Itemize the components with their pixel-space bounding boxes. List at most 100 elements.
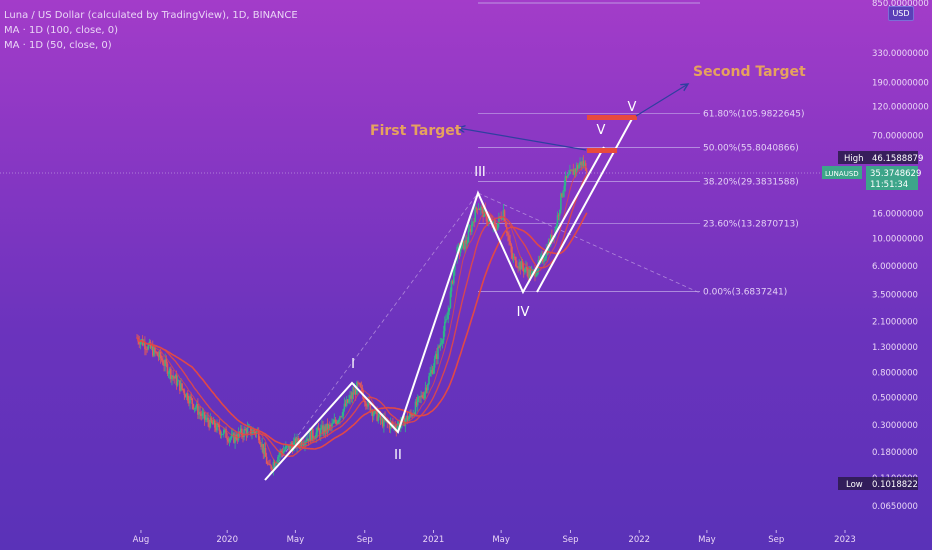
candle-body xyxy=(432,367,435,374)
currency-badge[interactable]: USD xyxy=(888,6,914,21)
candle-body xyxy=(295,438,297,447)
candle-body xyxy=(480,207,482,211)
candle-body xyxy=(573,169,576,175)
second-target-label[interactable]: Second Target xyxy=(693,64,806,80)
candle-body xyxy=(487,218,490,222)
current-price-tag: LUNAUSD 35.3748629 11:51:34 xyxy=(822,166,921,190)
candle-body xyxy=(234,434,236,443)
candle-body xyxy=(473,221,475,223)
candle-body xyxy=(261,443,263,447)
candle-body xyxy=(570,170,572,172)
candle-body xyxy=(567,174,570,176)
candle-body xyxy=(243,429,245,438)
candle-body xyxy=(421,395,424,398)
candle-body xyxy=(271,468,274,470)
candle-body xyxy=(494,225,497,230)
candle-body xyxy=(450,281,453,292)
candle-body xyxy=(177,380,180,382)
candle-body xyxy=(371,410,374,417)
candle-body xyxy=(217,423,219,426)
candle-body xyxy=(351,392,354,399)
candle-body xyxy=(388,423,391,429)
time-axis-label: May xyxy=(287,535,305,545)
candle-body xyxy=(485,211,488,222)
time-axis[interactable]: Aug 2020 May Sep 2021 May Sep 2022 May Sep 2023 xyxy=(133,530,856,545)
candle-body xyxy=(469,228,472,232)
candle-body xyxy=(310,429,313,442)
low-price-tag: Low 0.1018822 xyxy=(838,477,918,490)
annotations[interactable]: First Target Second Target xyxy=(370,64,806,139)
candle-body xyxy=(338,420,340,421)
ma-100-legend[interactable]: MA · 1D (100, close, 0) xyxy=(4,25,118,36)
candle-body xyxy=(515,257,517,267)
ma-50-legend[interactable]: MA · 1D (50, close, 0) xyxy=(4,40,112,51)
candle-body xyxy=(437,346,439,360)
candle-body xyxy=(511,252,514,259)
time-axis-label: May xyxy=(492,535,510,545)
candle-body xyxy=(572,169,575,175)
candle-body xyxy=(362,394,365,401)
candle-body xyxy=(544,258,546,261)
candle-body xyxy=(430,369,433,373)
candle-body xyxy=(218,425,221,431)
candle-body xyxy=(542,255,544,263)
candle-body xyxy=(306,438,309,442)
candle-body xyxy=(270,465,272,469)
candle-body xyxy=(237,431,240,440)
candle-body xyxy=(535,274,537,277)
first-target-label[interactable]: First Target xyxy=(370,123,462,139)
candle-body xyxy=(443,321,446,332)
candle-body xyxy=(165,359,168,364)
candle-body xyxy=(436,353,438,360)
candle-body xyxy=(255,431,258,435)
candle-body xyxy=(331,423,333,427)
candle-body xyxy=(210,417,213,422)
candle-body xyxy=(465,240,467,244)
candle-body xyxy=(309,431,312,442)
candle-body xyxy=(316,427,319,433)
wave-label: V xyxy=(597,123,606,138)
candle-body xyxy=(313,437,315,439)
candle-body xyxy=(549,234,552,246)
candle-body xyxy=(577,165,579,169)
candle-body xyxy=(486,221,489,223)
price-axis[interactable]: 850.0000000 330.0000000 190.0000000 120.000… xyxy=(872,0,929,512)
chart-legend: Luna / US Dollar (calculated by TradingV… xyxy=(4,8,298,53)
candle-body xyxy=(353,389,356,395)
candle-body xyxy=(180,383,182,391)
candle-body xyxy=(172,375,174,378)
price-axis-label: 850.0000000 xyxy=(872,0,929,9)
candle-body xyxy=(452,270,455,284)
candle-body xyxy=(207,417,209,423)
candle-body xyxy=(563,185,566,192)
candle-body xyxy=(163,364,165,366)
candle-body xyxy=(321,425,323,429)
candle-body xyxy=(333,419,336,423)
candle-body xyxy=(531,270,534,272)
candle-body xyxy=(534,269,536,277)
candle-body xyxy=(221,434,224,435)
candle-body xyxy=(325,423,328,433)
candle-body xyxy=(509,240,511,245)
candle-body xyxy=(566,175,569,178)
candle-body xyxy=(538,259,541,261)
time-axis-label: 2022 xyxy=(628,535,650,545)
high-price-tag: High 46.1588879 xyxy=(838,151,923,164)
candle-body xyxy=(185,393,188,398)
candle-body xyxy=(176,380,179,386)
time-axis-label: May xyxy=(698,535,716,545)
candle-body xyxy=(556,215,559,226)
candle-body xyxy=(342,409,345,416)
moving-average-line xyxy=(136,174,588,457)
low-tag-value: 0.1018822 xyxy=(872,480,918,490)
symbol-tag-label: LUNAUSD xyxy=(825,170,859,178)
candle-body xyxy=(439,343,442,347)
candle-body xyxy=(308,431,311,442)
candle-body xyxy=(517,267,519,269)
fibonacci-retracement[interactable]: 61.80%(105.9822645) 50.00%(55.8040866) 38.… xyxy=(264,109,804,481)
symbol-title[interactable]: Luna / US Dollar (calculated by TradingV… xyxy=(4,10,298,21)
candle-body xyxy=(441,340,444,343)
candle-body xyxy=(168,368,171,374)
